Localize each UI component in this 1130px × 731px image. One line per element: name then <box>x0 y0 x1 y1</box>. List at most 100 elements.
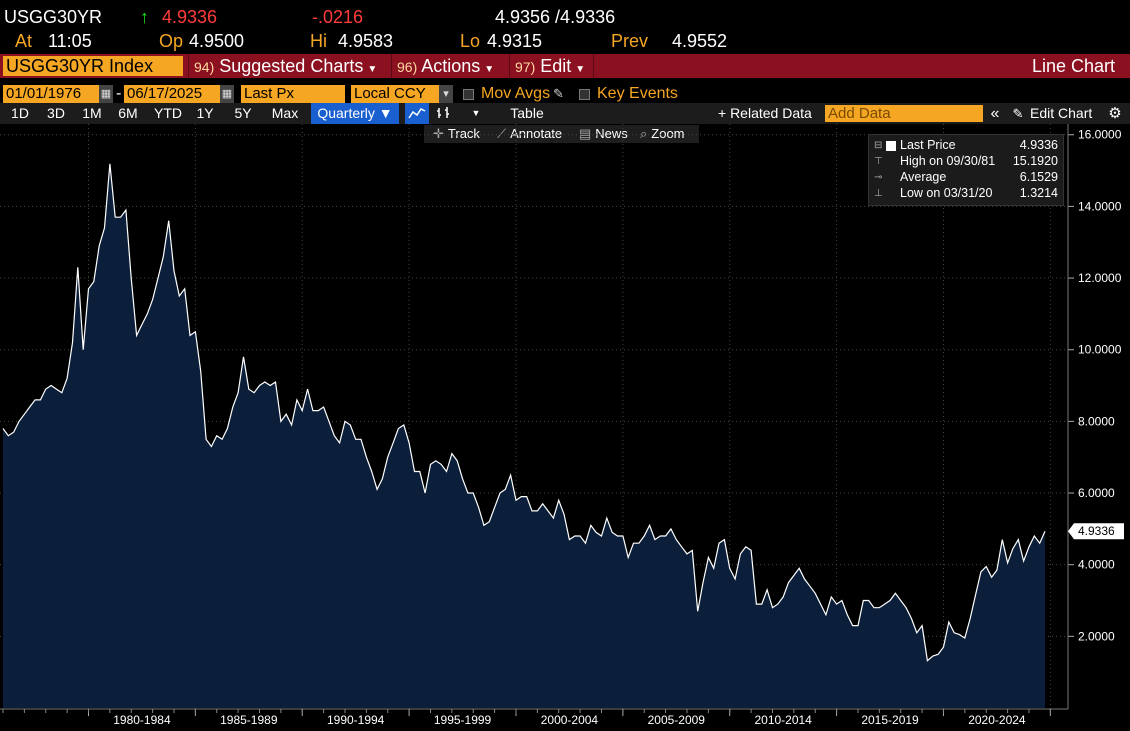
y-tick-label: 10.0000 <box>1078 343 1122 357</box>
y-tick-label: 6.0000 <box>1078 486 1115 500</box>
table-button[interactable]: Table <box>510 105 544 121</box>
annotate-button[interactable]: ⟋ Annotate <box>497 125 562 143</box>
collapse-icon[interactable]: ⊟ <box>874 140 883 151</box>
legend-value: 6.1529 <box>1019 170 1058 184</box>
high-marker-icon: ⊤ <box>874 156 883 167</box>
y-tick-label: 4.0000 <box>1078 558 1115 572</box>
last-price-marker <box>1068 523 1124 540</box>
edit-num: 97) <box>515 59 536 75</box>
x-tick-label: 2020-2024 <box>968 713 1026 727</box>
range-button-max[interactable]: Max <box>271 105 299 121</box>
x-tick-label: 2000-2004 <box>541 713 599 727</box>
up-arrow-icon: ↑ <box>140 7 149 27</box>
at-label: At <box>15 31 33 51</box>
prev-value: 4.9552 <box>672 31 728 51</box>
legend-value: 4.9336 <box>1019 138 1058 152</box>
track-button[interactable]: ✛ Track <box>433 125 480 143</box>
calendar-icon[interactable]: ▦ <box>99 85 113 103</box>
legend-label: Low on 03/31/20 <box>900 186 993 200</box>
actions-label: Actions <box>421 56 481 76</box>
security-field[interactable]: USGG30YR Index <box>3 56 183 76</box>
period-select[interactable]: Quarterly ▼ <box>311 103 399 124</box>
track-label: Track <box>447 126 480 141</box>
range-button-6m[interactable]: 6M <box>118 105 138 121</box>
period-label: Quarterly <box>317 105 375 121</box>
news-icon: ▤ <box>579 126 592 141</box>
mov-avgs-checkbox[interactable] <box>463 89 474 100</box>
x-tick-label: 1990-1994 <box>327 713 385 727</box>
edit-chart-button[interactable]: Edit Chart <box>1030 105 1093 121</box>
legend-swatch <box>886 141 896 151</box>
price-chart[interactable]: 2.0000 4.0000 6.0000 8.0000 10.0000 12.0000 14… <box>0 124 1130 731</box>
calendar-icon[interactable]: ▦ <box>220 85 234 103</box>
actions-num: 96) <box>397 59 418 75</box>
open-value: 4.9500 <box>189 31 245 51</box>
edit-button[interactable]: 97) Edit ▼ <box>515 54 585 78</box>
x-tick-label: 1995-1999 <box>434 713 492 727</box>
chevron-down-icon[interactable]: ▾ <box>439 85 453 103</box>
line-chart-icon[interactable] <box>405 103 429 124</box>
actions-button[interactable]: 96) Actions ▼ <box>397 54 494 78</box>
news-button[interactable]: ▤ News <box>579 125 628 143</box>
date-dash: - <box>116 85 122 102</box>
bar-chart-icon[interactable] <box>432 103 456 124</box>
zoom-label: Zoom <box>651 126 685 141</box>
key-events-label: Key Events <box>597 85 678 102</box>
legend-label: High on 09/30/81 <box>900 154 996 168</box>
range-button-3d[interactable]: 3D <box>47 105 65 121</box>
range-button-1y[interactable]: 1Y <box>196 105 214 121</box>
y-tick-label: 12.0000 <box>1078 271 1122 285</box>
prev-label: Prev <box>611 31 649 51</box>
range-button-5y[interactable]: 5Y <box>234 105 252 121</box>
chart-type-label: Line Chart <box>1031 56 1115 76</box>
annotate-label: Annotate <box>510 126 563 141</box>
add-data-input[interactable]: Add Data <box>825 105 983 122</box>
pencil-icon[interactable]: ✎ <box>553 86 564 101</box>
news-label: News <box>595 126 628 141</box>
y-tick-label: 8.0000 <box>1078 414 1115 428</box>
at-time: 11:05 <box>48 31 92 51</box>
low-value: 4.9315 <box>487 31 543 51</box>
average-marker-icon: ⊸ <box>874 172 883 183</box>
price-area <box>3 163 1045 709</box>
chevron-down-icon[interactable]: ▼ <box>471 108 481 118</box>
suggested-charts-button[interactable]: 94) Suggested Charts ▼ <box>194 54 377 78</box>
pencil-icon[interactable]: ✎ <box>1012 106 1024 121</box>
y-tick-label: 14.0000 <box>1078 199 1122 213</box>
chevron-down-icon: ▼ <box>484 64 495 75</box>
high-label: Hi <box>310 31 327 51</box>
x-tick-label: 1980-1984 <box>113 713 171 727</box>
bid-ask: 4.9356 /4.9336 <box>495 7 616 27</box>
price-field-select[interactable]: Last Px <box>241 85 345 103</box>
suggested-charts-num: 94) <box>194 59 215 75</box>
command-bar: USGG30YR Index 94) Suggested Charts ▼ 96)… <box>0 54 1130 78</box>
currency-select[interactable]: Local CCY <box>351 85 439 103</box>
chart-toolbar <box>424 125 699 143</box>
price-line <box>2 163 1046 662</box>
legend[interactable]: ⊟ ⊤ ⊸ ⊥ Last Price 4.9336 High on 09/30/81 … <box>868 134 1064 206</box>
crosshair-icon: ✛ <box>433 126 444 141</box>
x-tick-label: 2005-2009 <box>648 713 706 727</box>
net-change: -.0216 <box>312 7 364 27</box>
chevron-down-icon: ▼ <box>367 64 378 75</box>
y-tick-label: 16.0000 <box>1078 128 1122 142</box>
start-date-field[interactable]: 01/01/1976 <box>3 85 99 103</box>
x-tick-label: 2010-2014 <box>754 713 812 727</box>
legend-label: Last Price <box>900 138 956 152</box>
range-button-1d[interactable]: 1D <box>11 105 29 121</box>
gear-icon[interactable]: ⚙ <box>1108 105 1122 122</box>
ticker-symbol: USGG30YR <box>4 7 103 27</box>
x-tick-label: 1985-1989 <box>220 713 278 727</box>
mov-avgs-label: Mov Avgs <box>481 85 551 102</box>
low-label: Lo <box>460 31 481 51</box>
open-label: Op <box>159 31 184 51</box>
related-data-button[interactable]: + Related Data <box>718 105 812 121</box>
key-events-checkbox[interactable] <box>579 89 590 100</box>
range-button-1m[interactable]: 1M <box>82 105 102 121</box>
last-price: 4.9336 <box>162 7 218 27</box>
collapse-icon[interactable]: « <box>990 105 1000 122</box>
range-button-ytd[interactable]: YTD <box>154 105 182 121</box>
y-tick-label: 2.0000 <box>1078 629 1115 643</box>
zoom-button[interactable]: ⌕ Zoom <box>640 125 685 143</box>
end-date-field[interactable]: 06/17/2025 <box>124 85 220 103</box>
